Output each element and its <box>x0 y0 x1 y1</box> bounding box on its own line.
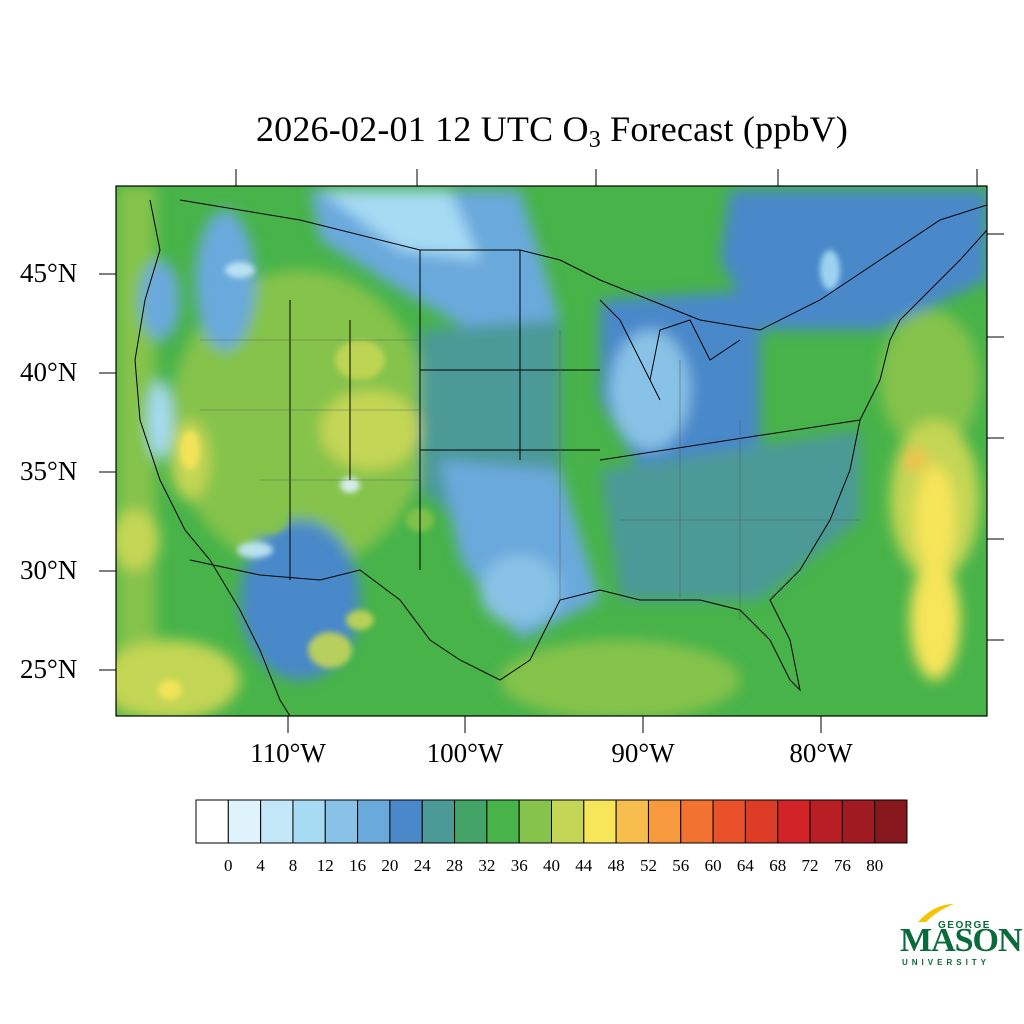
swoosh-icon <box>918 904 954 922</box>
colorbar-label: 40 <box>543 856 560 875</box>
colorbar-box <box>324 799 359 844</box>
colorbar-box <box>389 799 423 844</box>
colorbar-label: 4 <box>256 856 265 875</box>
lon-label-80w: 80°W <box>789 738 853 768</box>
colorbar-label: 80 <box>866 856 884 875</box>
lon-label-90w: 90°W <box>611 738 675 768</box>
colorbar-label: 0 <box>224 856 233 875</box>
lat-label-40n: 40°N <box>20 357 78 387</box>
colorbar <box>195 799 908 844</box>
axis-ticks <box>99 169 1004 733</box>
page-title: 2026-02-01 12 UTC O3 Forecast (ppbV) <box>0 108 1024 154</box>
colorbar-box <box>421 799 456 844</box>
colorbar-box <box>551 799 585 844</box>
colorbar-box <box>712 799 746 844</box>
colorbar-box <box>486 799 520 844</box>
lat-label-25n: 25°N <box>20 654 78 684</box>
colorbar-box <box>195 799 229 844</box>
colorbar-label: 56 <box>672 856 690 875</box>
lat-label-35n: 35°N <box>20 456 78 486</box>
colorbar-box <box>809 799 843 844</box>
logo-george: GEORGE <box>938 920 991 931</box>
lat-label-45n: 45°N <box>20 258 78 288</box>
colorbar-label: 28 <box>446 856 463 875</box>
colorbar-box <box>874 799 908 844</box>
colorbar-label: 20 <box>381 856 399 875</box>
colorbar-box <box>357 799 391 844</box>
colorbar-box <box>260 799 294 844</box>
lon-label-100w: 100°W <box>426 738 504 768</box>
colorbar-box <box>777 799 811 844</box>
colorbar-box <box>841 799 876 844</box>
colorbar-label: 60 <box>704 856 722 875</box>
colorbar-label: 48 <box>607 856 625 875</box>
colorbar-label: 16 <box>349 856 367 875</box>
colorbar-box <box>680 799 714 844</box>
lat-label-30n: 30°N <box>20 555 78 585</box>
colorbar-box <box>615 799 649 844</box>
colorbar-box <box>583 799 617 844</box>
concentration-field <box>116 186 987 716</box>
title-suffix: Forecast (ppbV) <box>600 109 849 149</box>
title-main: 2026-02-01 12 UTC O <box>255 109 589 149</box>
colorbar-box <box>518 799 552 844</box>
colorbar-label: 64 <box>736 856 754 875</box>
lon-label-110w: 110°W <box>250 738 326 768</box>
colorbar-label: 52 <box>640 856 657 875</box>
colorbar-box <box>744 799 779 844</box>
colorbar-label: 24 <box>413 856 431 875</box>
gmu-logo: GEORGE MASON UNIVERSITY <box>896 900 1023 970</box>
colorbar-label: 8 <box>288 856 298 875</box>
colorbar-label: 44 <box>575 856 593 875</box>
logo-university: UNIVERSITY <box>902 958 991 967</box>
colorbar-label: 68 <box>769 856 787 875</box>
colorbar-label: 12 <box>316 856 334 875</box>
title-subscript: 3 <box>588 127 601 153</box>
colorbar-box <box>292 799 326 844</box>
colorbar-box <box>454 799 488 844</box>
colorbar-label: 32 <box>478 856 496 875</box>
colorbar-label: 76 <box>833 856 851 875</box>
colorbar-box <box>647 799 682 844</box>
map-frame <box>115 185 988 717</box>
logo-mason: MASON <box>900 922 1023 959</box>
colorbar-box <box>227 799 262 844</box>
colorbar-label: 36 <box>510 856 528 875</box>
colorbar-label: 72 <box>801 856 819 875</box>
